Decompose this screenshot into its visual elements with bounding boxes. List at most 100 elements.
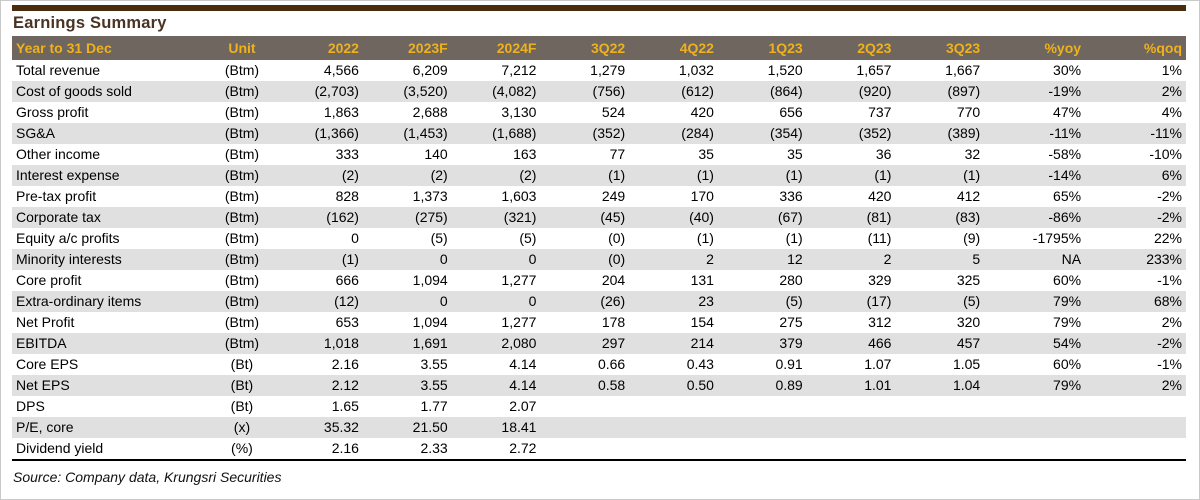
value-cell: 54% xyxy=(1053,335,1082,351)
value-cell: 1,691 xyxy=(412,335,448,351)
value-cell: 1.65 xyxy=(331,398,359,414)
value-cell: -58% xyxy=(1048,146,1082,162)
value-cell: 1.07 xyxy=(864,356,892,372)
header-cell: 3Q22 xyxy=(540,36,630,60)
row-label-cell: Core EPS xyxy=(16,356,79,372)
value-cell: (0) xyxy=(608,230,626,246)
unit-cell: (Btm) xyxy=(224,188,260,204)
value-cell: 412 xyxy=(956,188,981,204)
value-cell: 18.41 xyxy=(501,419,537,435)
value-cell: 68% xyxy=(1153,293,1182,309)
value-cell: (1) xyxy=(785,230,803,246)
value-cell: (2) xyxy=(430,167,448,183)
row-label-cell: Pre-tax profit xyxy=(16,188,97,204)
value-cell: -11% xyxy=(1049,125,1082,141)
value-cell xyxy=(629,417,718,438)
row-label-cell: P/E, core xyxy=(16,419,74,435)
unit-cell: (Bt) xyxy=(230,377,254,393)
value-cell: (5) xyxy=(430,230,448,246)
value-cell: 2,080 xyxy=(501,335,537,351)
value-cell: 329 xyxy=(868,272,892,288)
table-row: Dividend yield (%) 2.16 2.33 2.72 xyxy=(12,438,1186,460)
value-cell: -1795% xyxy=(1032,230,1082,246)
value-cell: 163 xyxy=(513,146,537,162)
value-cell: (83) xyxy=(955,209,981,225)
value-cell: (864) xyxy=(770,83,803,99)
value-cell: 0.43 xyxy=(686,356,714,372)
value-cell: (3,520) xyxy=(403,83,448,99)
value-cell: 1,277 xyxy=(501,314,537,330)
unit-cell: (x) xyxy=(233,419,251,435)
value-cell: 233% xyxy=(1146,251,1182,267)
value-cell: 140 xyxy=(424,146,448,162)
table-row: Net Profit (Btm) 653 1,094 1,277 178 154 275 312… xyxy=(12,312,1186,333)
value-cell xyxy=(1085,417,1186,438)
header-cell: Year to 31 Dec xyxy=(12,36,206,60)
value-cell: 3.55 xyxy=(420,356,448,372)
value-cell: 170 xyxy=(690,188,714,204)
value-cell: 35 xyxy=(698,146,714,162)
row-label-cell: Extra-ordinary items xyxy=(16,293,142,309)
value-cell: -10% xyxy=(1149,146,1182,162)
value-cell: (920) xyxy=(858,83,892,99)
value-cell: 1,657 xyxy=(856,62,892,78)
value-cell: (2,703) xyxy=(314,83,359,99)
unit-cell: (Btm) xyxy=(224,83,260,99)
value-cell: 0 xyxy=(528,251,537,267)
value-cell: 1,018 xyxy=(323,335,359,351)
value-cell xyxy=(540,417,629,438)
value-cell: -14% xyxy=(1048,167,1082,183)
value-cell: 47% xyxy=(1053,104,1082,120)
title-rule xyxy=(12,5,1186,11)
header-cell: 2Q23 xyxy=(806,36,896,60)
value-cell xyxy=(807,396,896,417)
value-cell: -11% xyxy=(1150,125,1182,141)
value-cell: 666 xyxy=(335,272,359,288)
value-cell: 325 xyxy=(956,272,981,288)
value-cell: (897) xyxy=(947,83,981,99)
unit-cell: (Btm) xyxy=(224,272,260,288)
value-cell: 420 xyxy=(868,188,892,204)
page-title: Earnings Summary xyxy=(13,14,167,32)
value-cell: 333 xyxy=(335,146,359,162)
value-cell: (1) xyxy=(696,167,714,183)
row-label-cell: Net EPS xyxy=(16,377,70,393)
unit-cell: (Btm) xyxy=(224,146,260,162)
table-row: Interest expense (Btm) (2) (2) (2) (1) (1) (1) (… xyxy=(12,165,1186,186)
value-cell xyxy=(895,417,984,438)
value-cell: 3,130 xyxy=(501,104,537,120)
value-cell xyxy=(718,396,807,417)
value-cell: 2% xyxy=(1161,314,1182,330)
value-cell: 214 xyxy=(690,335,714,351)
table-row: Gross profit (Btm) 1,863 2,688 3,130 524 420 65… xyxy=(12,102,1186,123)
value-cell: 737 xyxy=(868,104,892,120)
value-cell: (81) xyxy=(866,209,892,225)
value-cell: (4,082) xyxy=(492,83,537,99)
value-cell: (354) xyxy=(770,125,803,141)
value-cell xyxy=(629,438,718,460)
value-cell: 2 xyxy=(883,251,892,267)
value-cell: 23 xyxy=(698,293,714,309)
value-cell: 2.07 xyxy=(509,398,537,414)
unit-cell: (Btm) xyxy=(224,167,260,183)
row-label-cell: Core profit xyxy=(16,272,82,288)
header-cell: 4Q22 xyxy=(629,36,718,60)
value-cell: 4% xyxy=(1161,104,1182,120)
table-row: EBITDA (Btm) 1,018 1,691 2,080 297 214 379 466 45… xyxy=(12,333,1186,354)
value-cell: 35.32 xyxy=(323,419,359,435)
value-cell: 5 xyxy=(972,251,981,267)
table-row: DPS (Bt) 1.65 1.77 2.07 xyxy=(12,396,1186,417)
value-cell: -1% xyxy=(1157,272,1182,288)
row-label-cell: Interest expense xyxy=(16,167,120,183)
value-cell: (756) xyxy=(592,83,626,99)
table-row: Core profit (Btm) 666 1,094 1,277 204 131 280 32… xyxy=(12,270,1186,291)
value-cell: (1) xyxy=(874,167,892,183)
value-cell: (12) xyxy=(334,293,359,309)
table-row: Equity a/c profits (Btm) 0 (5) (5) (0) (1) (1) (… xyxy=(12,228,1186,249)
header-cell: 2022 xyxy=(278,36,363,60)
value-cell: 22% xyxy=(1153,230,1182,246)
table-row: Total revenue (Btm) 4,566 6,209 7,212 1,279 1,… xyxy=(12,60,1186,81)
value-cell: 4.14 xyxy=(509,356,537,372)
unit-cell: (Bt) xyxy=(230,356,254,372)
unit-cell: (Btm) xyxy=(224,335,260,351)
